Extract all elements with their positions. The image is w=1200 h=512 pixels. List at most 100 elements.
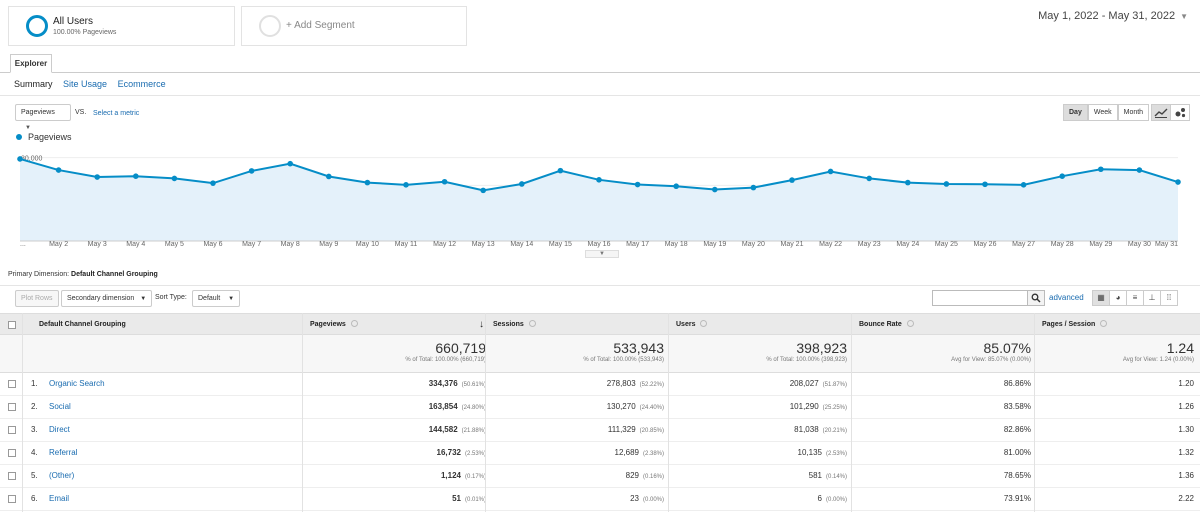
channel-link[interactable]: (Other) (49, 471, 75, 480)
segment-all-users[interactable]: All Users 100.00% Pageviews (8, 6, 235, 46)
subtab-site-usage[interactable]: Site Usage (63, 79, 108, 89)
sessions-value: 111,329 (607, 425, 636, 434)
data-point (441, 178, 448, 185)
pivot-view-icon[interactable]: ⁞⁞ (1160, 290, 1178, 306)
data-point (1059, 173, 1065, 179)
granularity-toggle: Day Week Month (1063, 104, 1150, 121)
advanced-filter-link[interactable]: advanced (1049, 293, 1084, 302)
data-point (1175, 179, 1181, 185)
header-channel-grouping[interactable]: Default Channel Grouping (39, 321, 126, 328)
cell-bounce-rate: 81.00% (1003, 448, 1031, 457)
users-value: 581 (808, 471, 822, 480)
column-separator (668, 313, 669, 512)
cell-pages-per-session: 1.36 (1178, 471, 1194, 480)
cell-bounce-rate: 86.86% (1003, 379, 1031, 388)
sort-type-select[interactable]: Default ▼ (192, 290, 241, 307)
segment-title: All Users (53, 16, 94, 27)
row-number: 1. (31, 379, 38, 388)
granularity-day-button[interactable]: Day (1063, 104, 1088, 121)
users-value: 81,038 (794, 425, 819, 434)
tab-explorer[interactable]: Explorer (10, 54, 52, 73)
toolbar-divider (0, 285, 1200, 286)
users-value: 208,027 (789, 379, 819, 388)
x-tick-label: May 5 (165, 241, 184, 248)
line-chart-icon (1154, 108, 1168, 118)
channel-link[interactable]: Organic Search (49, 379, 105, 388)
subtab-summary[interactable]: Summary (14, 79, 53, 89)
subtab-ecommerce[interactable]: Ecommerce (117, 79, 166, 89)
table-search-input[interactable] (932, 290, 1028, 306)
secondary-dimension-select[interactable]: Secondary dimension ▼ (61, 290, 153, 307)
x-tick-label: May 12 (433, 241, 456, 248)
total-pageviews: 660,719 (435, 340, 486, 356)
header-pageviews-label: Pageviews (310, 321, 346, 328)
add-segment-button[interactable]: + Add Segment (241, 6, 467, 46)
total-bounce-rate-sub: Avg for View: 85.07% (0.00%) (951, 357, 1031, 363)
granularity-month-button[interactable]: Month (1117, 104, 1150, 121)
performance-view-icon[interactable]: ≡ (1126, 290, 1144, 306)
data-point (943, 181, 950, 187)
cell-sessions: 278,803 (52.22%) (607, 379, 664, 388)
x-tick-label: May 31 (1155, 241, 1178, 248)
search-button[interactable] (1027, 290, 1045, 306)
pie-view-icon[interactable]: ◕ (1109, 290, 1127, 306)
data-point (210, 180, 216, 186)
channel-link[interactable]: Direct (49, 425, 70, 434)
row-checkbox[interactable] (8, 449, 16, 457)
row-checkbox[interactable] (8, 472, 16, 480)
data-point (712, 186, 718, 193)
header-pages-per-session[interactable]: Pages / Session (1036, 314, 1108, 336)
users-percent: (20.21%) (822, 428, 847, 434)
primary-dimension-value[interactable]: Default Channel Grouping (71, 271, 158, 278)
date-range-picker[interactable]: May 1, 2022 - May 31, 2022 ▼ (1038, 10, 1188, 22)
data-point (866, 175, 872, 182)
sessions-percent: (0.16%) (642, 474, 664, 480)
pageviews-value: 51 (452, 494, 461, 503)
column-separator (302, 313, 303, 512)
header-users[interactable]: Users (670, 314, 708, 336)
segment-subtitle: 100.00% Pageviews (53, 29, 117, 36)
pageviews-percent: (21.88%) (461, 428, 486, 434)
header-sessions[interactable]: Sessions (487, 314, 536, 336)
help-icon (350, 320, 358, 327)
total-pages-per-session-sub: Avg for View: 1.24 (0.00%) (1122, 357, 1194, 363)
total-users-sub: % of Total: 100.00% (398,923) (766, 357, 847, 363)
x-tick-label: May 23 (858, 241, 881, 248)
select-all-checkbox[interactable] (8, 321, 16, 329)
x-tick-label: May 13 (472, 241, 495, 248)
header-bounce-rate[interactable]: Bounce Rate (853, 314, 914, 336)
x-tick-label: May 2 (49, 241, 68, 248)
table-row: 2. Social 163,854 (24.80%) 130,270 (24.40%) 10… (0, 396, 1200, 419)
motion-chart-toggle[interactable] (1170, 104, 1190, 121)
metric-select[interactable]: Pageviews ▼ (15, 104, 71, 131)
total-pageviews-sub: % of Total: 100.00% (660,719) (405, 357, 486, 363)
row-checkbox[interactable] (8, 403, 16, 411)
plot-rows-button[interactable]: Plot Rows (15, 290, 59, 307)
header-pageviews[interactable]: Pageviews ↓ (304, 314, 484, 336)
row-checkbox[interactable] (8, 495, 16, 503)
data-point (55, 167, 62, 173)
sessions-percent: (52.22%) (639, 382, 664, 388)
column-separator (485, 313, 486, 512)
line-chart-toggle[interactable] (1151, 104, 1171, 121)
channel-link[interactable]: Social (49, 402, 71, 411)
channel-link[interactable]: Email (49, 494, 70, 503)
comparison-view-icon[interactable]: ⊥ (1143, 290, 1161, 306)
x-tick-label: May 28 (1051, 241, 1074, 248)
select-metric-link[interactable]: Select a metric (93, 110, 140, 117)
cell-pages-per-session: 2.22 (1178, 494, 1194, 503)
data-point (1136, 167, 1143, 173)
granularity-week-button[interactable]: Week (1087, 104, 1118, 121)
table-view-toggle: ▦ ◕ ≡ ⊥ ⁞⁞ (1092, 290, 1178, 306)
chart-resize-handle[interactable]: ▼ (585, 250, 619, 258)
total-sessions-sub: % of Total: 100.00% (533,943) (583, 357, 664, 363)
row-checkbox[interactable] (8, 380, 16, 388)
cell-bounce-rate: 78.65% (1003, 471, 1031, 480)
channel-link[interactable]: Referral (49, 448, 78, 457)
cell-pages-per-session: 1.26 (1178, 402, 1194, 411)
data-point (364, 179, 371, 186)
table-view-icon[interactable]: ▦ (1092, 290, 1110, 306)
data-point (480, 187, 487, 194)
row-checkbox[interactable] (8, 426, 16, 434)
